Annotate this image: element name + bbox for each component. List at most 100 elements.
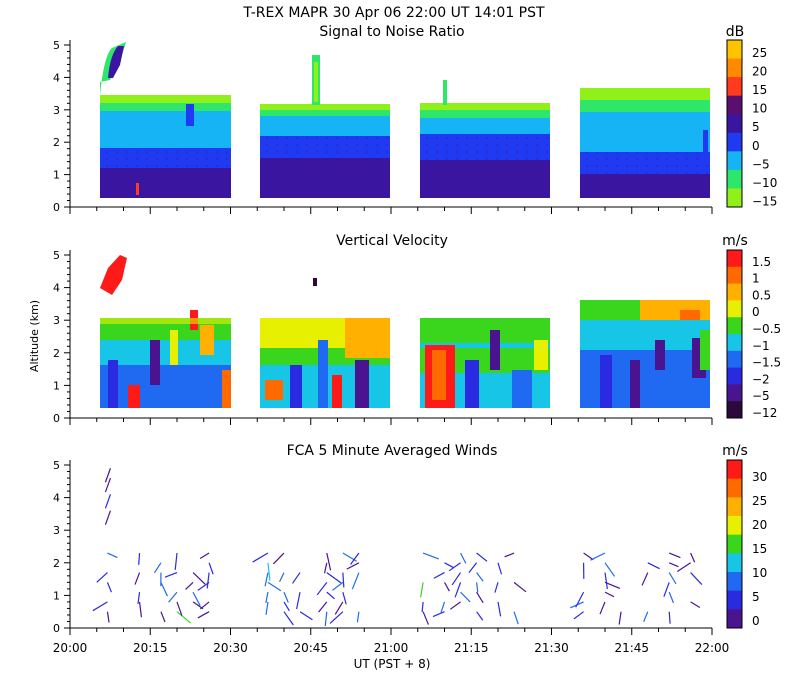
wind-barb [138, 601, 143, 618]
wind-barb [668, 611, 671, 624]
colorbar-swatch [727, 151, 742, 171]
wind-barb [138, 552, 141, 565]
wind-barb [476, 591, 484, 604]
wind-barb [104, 510, 112, 525]
wind-barb [476, 611, 484, 621]
wind-barb [476, 572, 484, 582]
colorbar-label: 15 [752, 83, 767, 97]
x-tick-label: 20:00 [53, 641, 88, 655]
snr-segment-1 [100, 42, 231, 198]
wind-barb [342, 591, 347, 605]
snr-segment-3 [420, 80, 550, 198]
wind-barb [326, 591, 335, 600]
x-tick-label: 21:00 [374, 641, 409, 655]
wind-barb [583, 552, 594, 561]
wind-barb [104, 494, 112, 509]
wind-barb [599, 601, 606, 615]
panel2-units: m/s [722, 233, 748, 249]
wind-barbs [92, 468, 703, 627]
colorbar-label: 25 [752, 494, 767, 508]
wind-barb [291, 572, 301, 584]
colorbar-label: 1 [752, 272, 760, 286]
colorbar-swatch [727, 188, 742, 208]
wind-barb [104, 477, 112, 493]
wind-barb [513, 611, 519, 625]
wind-barb [451, 572, 462, 586]
colorbar-label: 15 [752, 542, 767, 556]
wind-barb [283, 601, 290, 612]
wind-barb [197, 611, 210, 619]
wind-barb [356, 611, 360, 623]
wind-barb [604, 591, 615, 598]
wind-barb [643, 611, 649, 622]
wind-barb [422, 552, 440, 560]
wind-barb [440, 601, 446, 614]
colorbar-swatch [727, 169, 742, 189]
wind-barb [316, 581, 328, 596]
wind-barb [350, 552, 360, 565]
y-tick-label: 3 [53, 314, 60, 327]
wind-barb [421, 601, 424, 612]
colorbar-swatch [727, 317, 742, 335]
wind-barb [590, 552, 606, 561]
wind-barb [476, 552, 488, 562]
wind-barb [604, 562, 616, 577]
wind-barb [476, 582, 479, 593]
wind-barb [296, 592, 301, 610]
panel2-ticks: 0 1 2 3 4 5 [53, 249, 713, 425]
y-tick-label: 1 [53, 589, 60, 602]
colorbar-swatch [727, 58, 742, 78]
colorbar-swatch [727, 77, 742, 97]
wind-barb [497, 562, 503, 575]
y-tick-label: 0 [53, 412, 60, 425]
wind-barb [283, 591, 289, 603]
wind-barb [252, 552, 269, 563]
wind-barb [604, 572, 608, 590]
wind-barb [449, 601, 461, 610]
wind-barb [199, 601, 210, 610]
panel1-ticks: 0 1 2 3 4 5 [53, 39, 713, 214]
wind-barb [504, 552, 515, 558]
colorbar-swatch [727, 334, 742, 352]
wind-barb [575, 591, 585, 608]
colorbar-label: −15 [752, 194, 777, 208]
colorbar-label: 1.5 [752, 255, 771, 269]
y-tick-label: 3 [53, 104, 60, 117]
wind-barb [513, 581, 527, 593]
colorbar-label: −2 [752, 372, 770, 386]
wind-barb [265, 601, 269, 615]
colorbar-frame [726, 249, 743, 419]
wind-barb [106, 582, 112, 593]
colorbar-swatch [727, 114, 742, 134]
y-tick-label: 2 [53, 347, 60, 360]
y-tick-label: 1 [53, 169, 60, 182]
wind-barb [690, 601, 701, 609]
colorbar-swatch [727, 132, 742, 152]
colorbar-label: 25 [752, 46, 767, 60]
snr-segment-4 [580, 88, 710, 198]
x-tick-label: 20:15 [133, 641, 168, 655]
wind-barb [497, 601, 502, 617]
colorbar-label: 0.5 [752, 288, 771, 302]
y-tick-label: 5 [53, 459, 60, 472]
colorbar-label: −12 [752, 406, 777, 420]
wind-barb [96, 572, 108, 583]
wind-barb [494, 582, 499, 593]
colorbar-label: −10 [752, 176, 777, 190]
panel2-colorbar: 1.5 1 0.5 0 −0.5 −1 −1.5 −2 −5 −12 [726, 249, 781, 420]
colorbar-swatch [727, 266, 742, 285]
colorbar-swatch [727, 572, 742, 592]
wind-barb [326, 572, 342, 584]
colorbar-swatch [727, 401, 742, 419]
y-tick-label: 1 [53, 379, 60, 392]
colorbar-label: 30 [752, 470, 767, 484]
snr-segment-2 [260, 55, 390, 198]
colorbar-swatch [727, 300, 742, 318]
y-tick-label: 4 [53, 492, 60, 505]
colorbar-swatch [727, 40, 742, 60]
x-tick-label: 20:45 [293, 641, 328, 655]
y-tick-label: 3 [53, 524, 60, 537]
panel3-ticks: 0 1 2 3 4 5 20:00 20:15 20:30 20:45 21:00 21:15 21:3… [53, 459, 730, 655]
wind-barb [573, 611, 584, 620]
colorbar-label: −1 [752, 339, 770, 353]
